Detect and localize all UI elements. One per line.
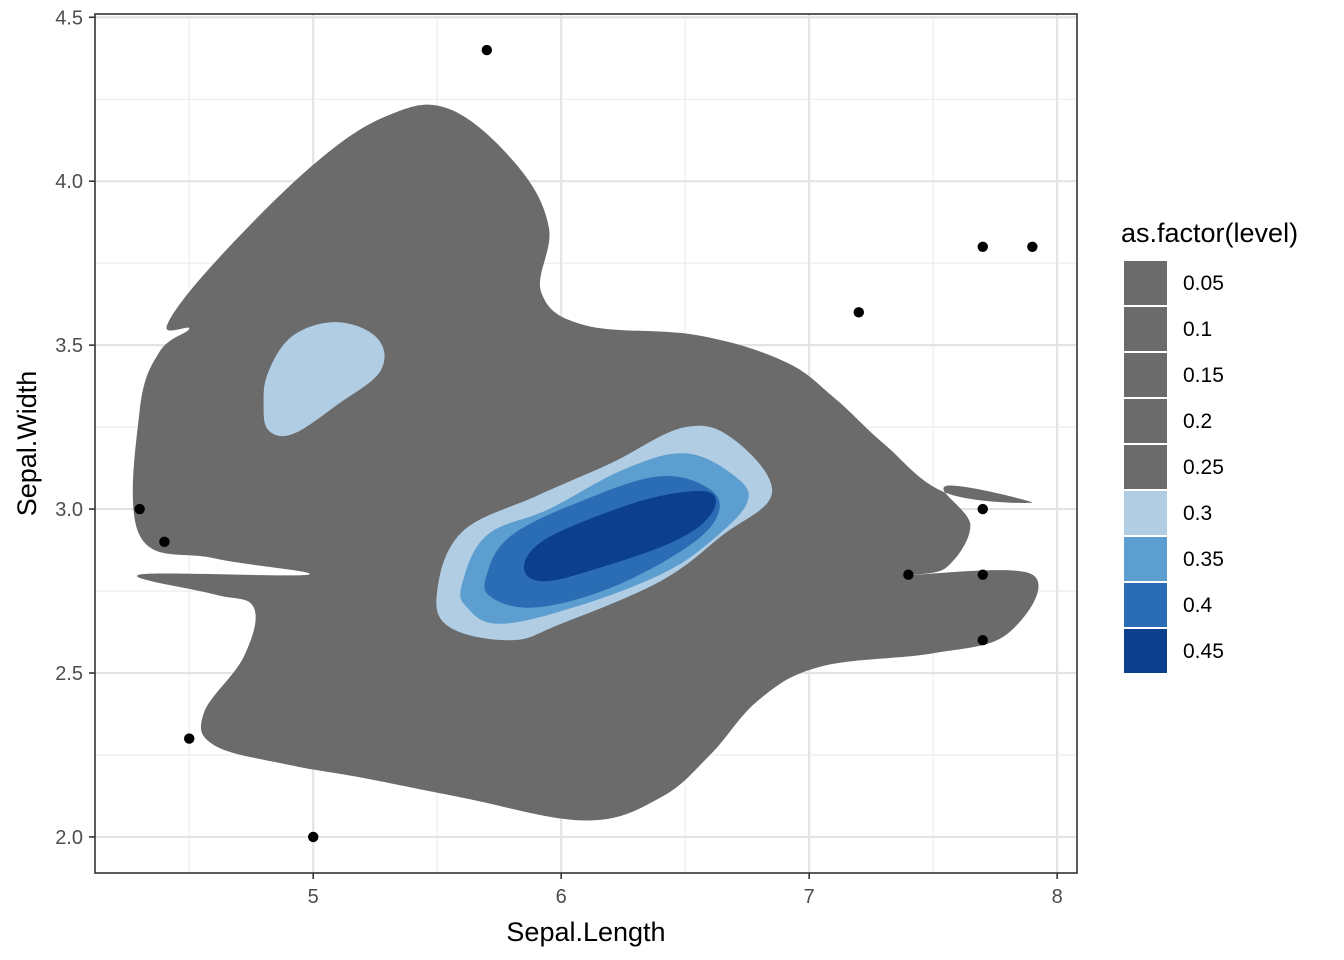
data-point [134,503,145,515]
legend: as.factor(level) 0.050.10.150.20.250.30.… [1121,218,1298,673]
axes: 5 6 7 8 2.0 2.5 3.0 3.5 4.0 4.5 [55,7,1063,908]
density-contours [132,104,1039,821]
x-tick-label: 6 [556,886,567,908]
legend-label: 0.3 [1183,502,1212,525]
data-point [159,536,170,548]
x-tick-label: 7 [804,886,815,908]
data-point [184,733,195,744]
legend-key-0-15 [1124,353,1167,397]
legend-label: 0.05 [1183,272,1224,295]
legend-key-0-2 [1124,399,1167,443]
legend-key-0-3 [1124,491,1167,535]
legend-key-0-35 [1124,537,1167,581]
legend-key-0-1 [1124,307,1167,351]
legend-title: as.factor(level) [1121,218,1298,248]
data-point [977,241,988,252]
contour-level-0-05 [132,104,1039,821]
legend-label: 0.25 [1183,456,1224,479]
legend-label: 0.1 [1183,318,1212,341]
legend-items: 0.05 0.1 0.15 0.2 0.25 0.3 0.35 0.4 0.45 [1124,261,1224,673]
y-tick-label: 3.0 [55,499,83,521]
data-point [903,569,914,580]
contour-level-0-3 [263,322,385,437]
legend-key-0-45 [1124,629,1167,673]
data-points [134,44,1038,843]
panel-border-rect [94,13,1078,874]
y-tick-label: 2.0 [55,827,83,849]
legend-key-0-4 [1124,583,1167,627]
contour-level-0-45 [523,491,716,582]
data-point [308,831,319,843]
data-point [977,569,988,580]
legend-key-0-05 [1124,261,1167,305]
data-point [853,307,864,318]
y-tick-label: 4.0 [55,171,83,193]
legend-label: 0.35 [1183,548,1224,571]
y-axis-title: Sepal.Width [12,371,42,517]
x-axis-title: Sepal.Length [506,917,665,947]
legend-label: 0.2 [1183,410,1212,433]
data-point [977,635,988,646]
data-point [977,503,988,515]
legend-label: 0.15 [1183,364,1224,387]
y-tick-label: 3.5 [55,335,83,357]
data-point [481,44,493,56]
y-tick-label: 2.5 [55,663,83,685]
legend-label: 0.45 [1183,640,1224,663]
data-point [1027,241,1038,252]
y-tick-label: 4.5 [55,7,83,29]
x-tick-label: 5 [308,886,319,908]
plot-panel-border [94,13,1078,874]
legend-key-0-25 [1124,445,1167,489]
legend-label: 0.4 [1183,594,1213,617]
x-tick-label: 8 [1052,886,1063,908]
